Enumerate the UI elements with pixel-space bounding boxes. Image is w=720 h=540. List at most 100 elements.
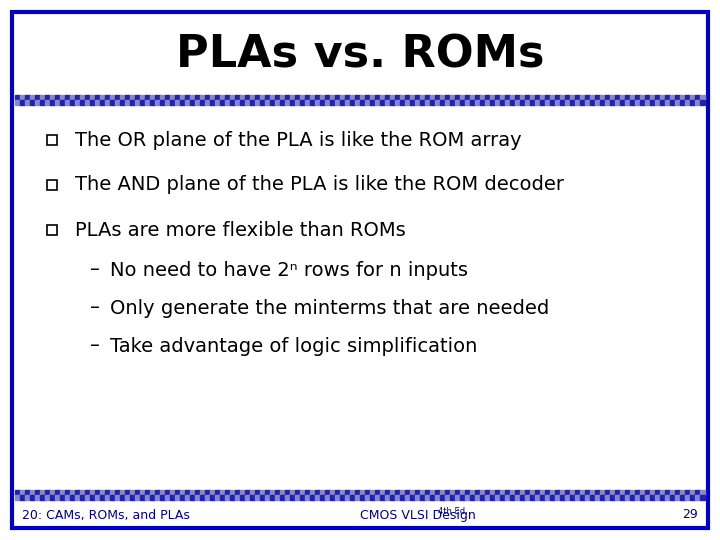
Bar: [525, 490, 530, 495]
Bar: [465, 100, 470, 105]
Bar: [235, 490, 240, 495]
Bar: [380, 95, 385, 100]
Bar: [235, 495, 240, 500]
Bar: [355, 95, 360, 100]
Bar: [320, 95, 325, 100]
Bar: [380, 495, 385, 500]
Bar: [355, 495, 360, 500]
Bar: [605, 95, 610, 100]
Bar: [685, 100, 690, 105]
Bar: [155, 490, 160, 495]
Bar: [47, 180, 57, 190]
Bar: [500, 495, 505, 500]
Bar: [655, 490, 660, 495]
Bar: [305, 495, 310, 500]
Bar: [95, 100, 100, 105]
Bar: [25, 100, 30, 105]
Bar: [520, 495, 525, 500]
Bar: [485, 495, 490, 500]
Bar: [650, 495, 655, 500]
Bar: [95, 95, 100, 100]
Bar: [675, 100, 680, 105]
Bar: [365, 490, 370, 495]
Bar: [30, 95, 35, 100]
Bar: [570, 95, 575, 100]
Bar: [275, 95, 280, 100]
Bar: [615, 490, 620, 495]
Bar: [255, 100, 260, 105]
Bar: [575, 495, 580, 500]
Bar: [200, 490, 205, 495]
Bar: [515, 495, 520, 500]
Bar: [600, 95, 605, 100]
Bar: [540, 95, 545, 100]
Bar: [685, 490, 690, 495]
Text: –: –: [90, 336, 100, 355]
Bar: [665, 495, 670, 500]
Bar: [395, 100, 400, 105]
Bar: [435, 495, 440, 500]
Bar: [560, 95, 565, 100]
Bar: [555, 95, 560, 100]
Bar: [365, 95, 370, 100]
Bar: [45, 95, 50, 100]
Bar: [540, 490, 545, 495]
Bar: [55, 100, 60, 105]
Bar: [330, 495, 335, 500]
Bar: [435, 490, 440, 495]
Bar: [395, 95, 400, 100]
Bar: [520, 490, 525, 495]
Bar: [660, 490, 665, 495]
Bar: [340, 495, 345, 500]
Bar: [620, 95, 625, 100]
Text: No need to have 2ⁿ rows for n inputs: No need to have 2ⁿ rows for n inputs: [110, 260, 468, 280]
Bar: [530, 490, 535, 495]
Bar: [15, 490, 20, 495]
Bar: [335, 495, 340, 500]
Bar: [470, 490, 475, 495]
Bar: [490, 95, 495, 100]
Bar: [310, 495, 315, 500]
Bar: [380, 490, 385, 495]
Bar: [595, 495, 600, 500]
Bar: [135, 95, 140, 100]
Bar: [660, 495, 665, 500]
Bar: [50, 490, 55, 495]
Bar: [90, 490, 95, 495]
Bar: [410, 95, 415, 100]
Bar: [505, 95, 510, 100]
Bar: [130, 495, 135, 500]
Bar: [250, 95, 255, 100]
Bar: [490, 100, 495, 105]
Bar: [290, 95, 295, 100]
Bar: [55, 95, 60, 100]
Bar: [615, 100, 620, 105]
Bar: [375, 490, 380, 495]
Bar: [545, 495, 550, 500]
Bar: [280, 95, 285, 100]
Bar: [645, 100, 650, 105]
Bar: [525, 95, 530, 100]
Bar: [145, 490, 150, 495]
Bar: [460, 100, 465, 105]
Bar: [495, 100, 500, 105]
Bar: [255, 495, 260, 500]
Bar: [680, 490, 685, 495]
Bar: [210, 95, 215, 100]
Bar: [540, 495, 545, 500]
Bar: [560, 100, 565, 105]
Bar: [455, 100, 460, 105]
Bar: [210, 495, 215, 500]
Bar: [380, 100, 385, 105]
Bar: [415, 95, 420, 100]
Bar: [360, 100, 365, 105]
Bar: [425, 490, 430, 495]
Text: –: –: [90, 299, 100, 318]
Bar: [175, 490, 180, 495]
Bar: [115, 95, 120, 100]
Bar: [30, 100, 35, 105]
Bar: [15, 495, 20, 500]
Bar: [630, 495, 635, 500]
Bar: [610, 95, 615, 100]
Bar: [235, 100, 240, 105]
